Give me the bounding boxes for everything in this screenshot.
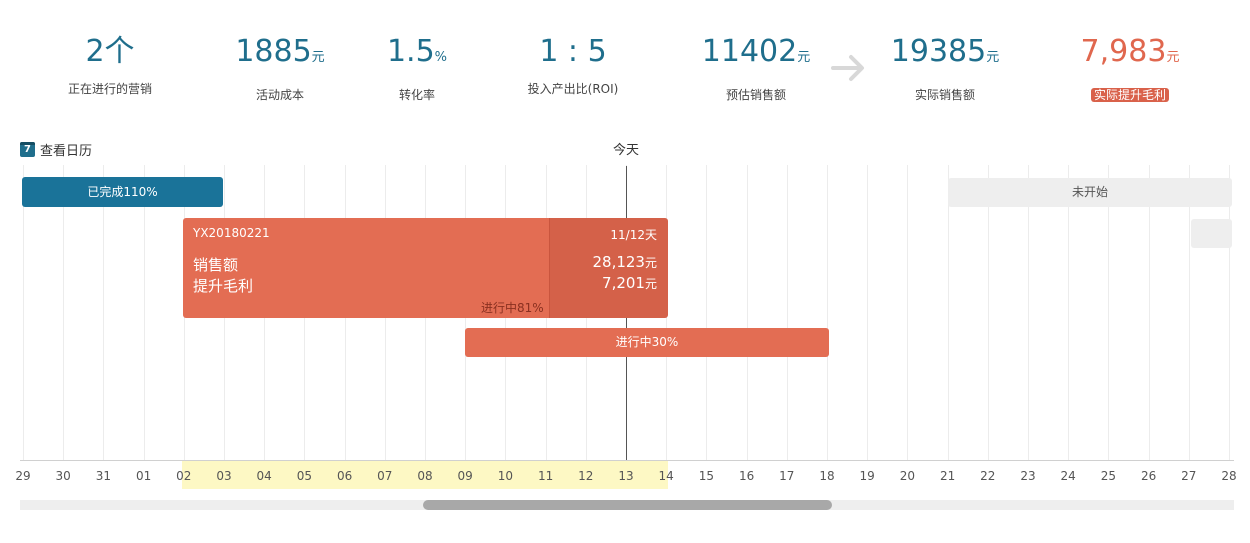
calendar-icon: 7 <box>20 142 35 157</box>
stat-value: 1.5% <box>386 34 448 69</box>
today-label: 今天 <box>612 143 639 158</box>
stat-conversion-rate: 1.5% 转化率 <box>357 32 477 103</box>
stat-activity-cost: 1885元 活动成本 <box>210 32 350 103</box>
campaign-sales-label: 销售额 <box>193 256 239 274</box>
axis-day-label: 12 <box>578 469 594 483</box>
in-progress-campaign-bar[interactable]: 进行中30% <box>465 328 829 357</box>
grid-line <box>786 165 788 461</box>
stat-actual-profit: 7,983元 实际提升毛利 <box>1060 32 1200 103</box>
grid-line <box>63 165 65 461</box>
stat-value: 1885元 <box>235 34 325 69</box>
grid-line <box>706 165 708 461</box>
stat-label: 实际提升毛利 <box>1060 86 1200 103</box>
stat-roi: 1 : 5 投入产出比(ROI) <box>503 32 643 97</box>
axis-day-label: 27 <box>1181 469 1197 483</box>
grid-line <box>987 165 989 461</box>
axis-day-label: 02 <box>176 469 192 483</box>
axis-day-label: 28 <box>1221 469 1237 483</box>
view-calendar-link[interactable]: 7 查看日历 <box>20 140 92 159</box>
arrow-right-icon <box>831 55 864 81</box>
campaign-days: 11/12天 <box>610 228 657 242</box>
axis-day-label: 14 <box>658 469 674 483</box>
stat-label: 投入产出比(ROI) <box>527 82 619 96</box>
stat-label: 转化率 <box>398 88 435 102</box>
stat-estimated-sales: 11402元 预估销售额 <box>686 32 826 103</box>
axis-day-label: 11 <box>537 469 554 483</box>
axis-day-label: 06 <box>336 469 353 483</box>
axis-day-label: 23 <box>1020 469 1036 483</box>
axis-day-label: 22 <box>980 469 996 483</box>
axis-day-label: 29 <box>15 469 31 483</box>
stat-active-campaigns: 2个 正在进行的营销 <box>40 32 180 97</box>
axis-day-label: 15 <box>698 469 715 483</box>
not-started-bar-label: 未开始 <box>1071 185 1108 199</box>
campaign-progress-label: 进行中81% <box>481 301 544 315</box>
axis-day-label: 19 <box>859 469 875 483</box>
axis-day-label: 21 <box>939 469 956 483</box>
stat-value: 19385元 <box>890 34 1000 69</box>
axis-day-label: 13 <box>618 469 634 483</box>
stat-label: 活动成本 <box>255 88 304 102</box>
campaign-profit-label: 提升毛利 <box>193 277 254 295</box>
grid-line <box>947 165 949 461</box>
not-started-campaign-bar[interactable]: 未开始 <box>948 178 1232 207</box>
profit-badge: 实际提升毛利 <box>1090 88 1169 102</box>
active-campaign-card[interactable]: YX20180221 11/12天 销售额 28,123元 提升毛利 7,201… <box>183 218 668 318</box>
stat-label: 正在进行的营销 <box>67 82 152 96</box>
grid-line <box>1148 165 1150 461</box>
axis-day-label: 08 <box>417 469 433 483</box>
timeline-baseline <box>20 460 1234 461</box>
stat-value: 1 : 5 <box>539 34 607 69</box>
axis-day-label: 04 <box>256 469 272 483</box>
stat-value: 7,983元 <box>1080 34 1180 69</box>
view-calendar-label: 查看日历 <box>40 144 93 159</box>
timeline-scrollbar-thumb[interactable] <box>423 500 832 510</box>
axis-day-label: 01 <box>135 469 152 483</box>
grid-line <box>1229 165 1230 461</box>
completed-bar-label: 已完成110% <box>87 185 158 199</box>
stat-label: 预估销售额 <box>725 88 786 102</box>
stat-label: 实际销售额 <box>914 88 975 102</box>
grid-line <box>1028 165 1029 461</box>
campaign-sales-value: 28,123元 <box>592 253 657 271</box>
axis-day-label: 20 <box>899 469 916 483</box>
completed-campaign-bar[interactable]: 已完成110% <box>22 177 223 207</box>
stat-value: 2个 <box>85 34 135 69</box>
axis-day-label: 05 <box>296 469 313 483</box>
axis-day-label: 10 <box>497 469 514 483</box>
axis-day-label: 18 <box>819 469 835 483</box>
axis-day-label: 31 <box>95 469 112 483</box>
stat-value: 11402元 <box>701 34 811 69</box>
axis-day-label: 17 <box>779 469 795 483</box>
grid-line <box>746 165 748 461</box>
campaign-profit-value: 7,201元 <box>602 274 657 292</box>
grid-line <box>1108 165 1110 461</box>
axis-day-label: 26 <box>1140 469 1157 483</box>
grid-line <box>827 165 828 461</box>
axis-day-label: 16 <box>738 469 755 483</box>
campaign-code: YX20180221 <box>193 226 270 240</box>
not-started-small-bar[interactable] <box>1191 219 1232 248</box>
axis-day-label: 24 <box>1060 469 1076 483</box>
grid-line <box>867 165 869 461</box>
stat-actual-sales: 19385元 实际销售额 <box>875 32 1015 103</box>
axis-day-label: 07 <box>377 469 393 483</box>
in-progress-bar-label: 进行中30% <box>615 335 679 349</box>
campaign-progress-overlay <box>549 218 668 318</box>
grid-line <box>103 165 105 461</box>
axis-day-label: 25 <box>1100 469 1117 483</box>
grid-line <box>143 165 145 461</box>
axis-day-label: 09 <box>457 469 473 483</box>
grid-line <box>1188 165 1190 461</box>
grid-line <box>23 165 24 461</box>
grid-line <box>907 165 909 461</box>
grid-line <box>1068 165 1070 461</box>
axis-day-label: 30 <box>55 469 71 483</box>
axis-day-label: 03 <box>216 469 232 483</box>
campaign-date-range-highlight <box>182 461 668 489</box>
